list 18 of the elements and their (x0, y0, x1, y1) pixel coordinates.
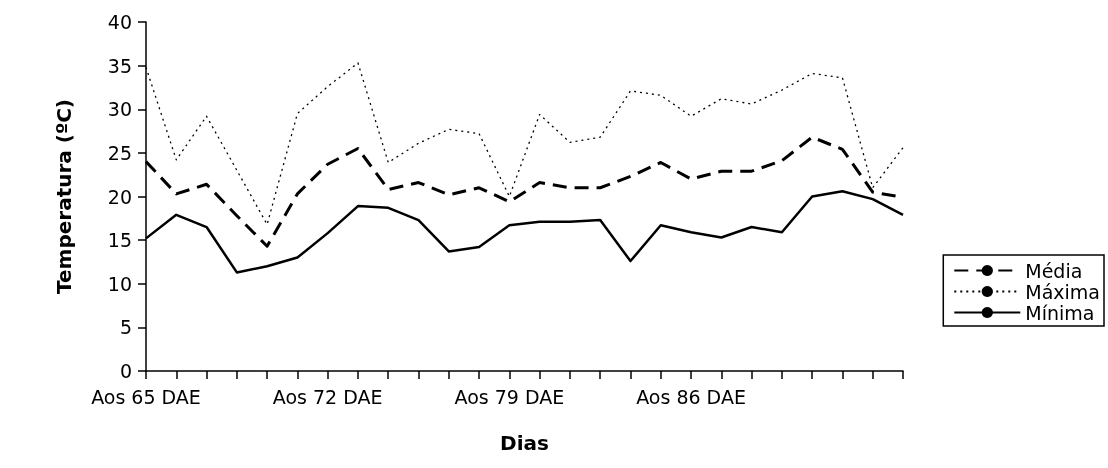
y-axis-title: Temperatura (ºC) (52, 99, 76, 294)
x-tick-label: Aos 65 DAE (91, 385, 201, 408)
y-tick-label: 15 (107, 229, 132, 252)
x-axis-title: Dias (500, 431, 549, 455)
legend-label: Média (1025, 259, 1083, 282)
legend-label: Mínima (1025, 301, 1095, 324)
x-tick-label: Aos 72 DAE (272, 385, 383, 408)
y-tick-label: 30 (107, 98, 132, 121)
y-tick-label: 20 (107, 185, 132, 208)
x-tick-label: Aos 79 DAE (454, 385, 565, 408)
y-tick-label: 40 (107, 11, 132, 33)
y-tick-label: 35 (107, 54, 132, 77)
x-tick-label: Aos 86 DAE (636, 385, 746, 408)
y-tick-label: 5 (119, 316, 132, 339)
legend-label: Máxima (1025, 280, 1101, 303)
y-tick-label: 0 (119, 360, 132, 382)
y-tick-label: 25 (107, 141, 132, 164)
y-tick-label: 10 (107, 272, 132, 295)
